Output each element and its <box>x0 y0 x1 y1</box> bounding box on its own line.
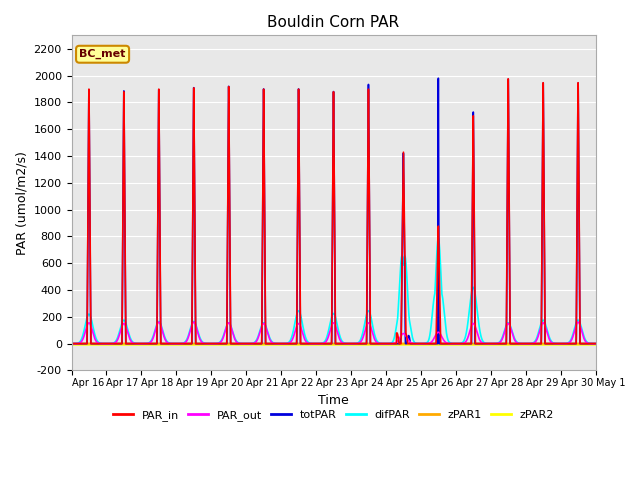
Line: PAR_in: PAR_in <box>72 79 595 344</box>
Text: BC_met: BC_met <box>79 49 126 60</box>
totPAR <box>314 341 321 347</box>
zPAR2 <box>451 341 458 347</box>
PAR_out <box>68 341 76 347</box>
Legend: PAR_in, PAR_out, totPAR, difPAR, zPAR1, zPAR2: PAR_in, PAR_out, totPAR, difPAR, zPAR1, … <box>108 406 559 425</box>
totPAR <box>481 341 488 347</box>
difPAR <box>435 236 442 241</box>
Line: PAR_out: PAR_out <box>72 322 595 344</box>
Y-axis label: PAR (umol/m2/s): PAR (umol/m2/s) <box>15 151 28 255</box>
PAR_in <box>162 341 170 347</box>
PAR_out <box>155 319 163 325</box>
totPAR <box>591 341 599 347</box>
difPAR <box>591 341 599 347</box>
X-axis label: Time: Time <box>318 394 349 407</box>
Line: difPAR: difPAR <box>72 239 595 344</box>
PAR_in <box>481 341 488 347</box>
PAR_in <box>591 341 599 347</box>
zPAR1 <box>68 341 76 347</box>
PAR_out <box>591 341 599 347</box>
zPAR2 <box>422 341 429 347</box>
zPAR1 <box>451 341 458 347</box>
Line: totPAR: totPAR <box>72 78 595 344</box>
PAR_in <box>422 341 429 347</box>
PAR_in <box>314 341 321 347</box>
zPAR1 <box>481 341 488 347</box>
zPAR2 <box>68 341 76 347</box>
zPAR2 <box>314 341 321 347</box>
PAR_in <box>591 341 599 347</box>
zPAR2 <box>481 341 488 347</box>
difPAR <box>207 341 215 347</box>
totPAR <box>451 341 459 347</box>
difPAR <box>314 341 322 347</box>
zPAR1 <box>162 341 170 347</box>
totPAR <box>422 341 429 347</box>
totPAR <box>68 341 76 347</box>
PAR_out <box>314 341 322 347</box>
PAR_in <box>504 76 512 82</box>
PAR_out <box>162 338 170 344</box>
difPAR <box>481 340 488 346</box>
difPAR <box>68 341 76 347</box>
difPAR <box>451 341 459 347</box>
difPAR <box>162 336 170 342</box>
PAR_out <box>422 341 429 347</box>
difPAR <box>591 341 599 347</box>
PAR_out <box>451 341 459 347</box>
zPAR2 <box>591 341 598 347</box>
difPAR <box>422 340 429 346</box>
Title: Bouldin Corn PAR: Bouldin Corn PAR <box>268 15 399 30</box>
zPAR2 <box>162 341 170 347</box>
zPAR1 <box>314 341 321 347</box>
zPAR2 <box>591 341 599 347</box>
zPAR1 <box>591 341 599 347</box>
totPAR <box>162 341 170 347</box>
PAR_in <box>68 341 76 347</box>
zPAR1 <box>422 341 429 347</box>
PAR_in <box>451 341 458 347</box>
zPAR1 <box>591 341 598 347</box>
PAR_out <box>382 341 390 347</box>
PAR_out <box>481 341 488 347</box>
totPAR <box>591 341 599 347</box>
PAR_out <box>591 341 599 347</box>
totPAR <box>435 75 442 81</box>
